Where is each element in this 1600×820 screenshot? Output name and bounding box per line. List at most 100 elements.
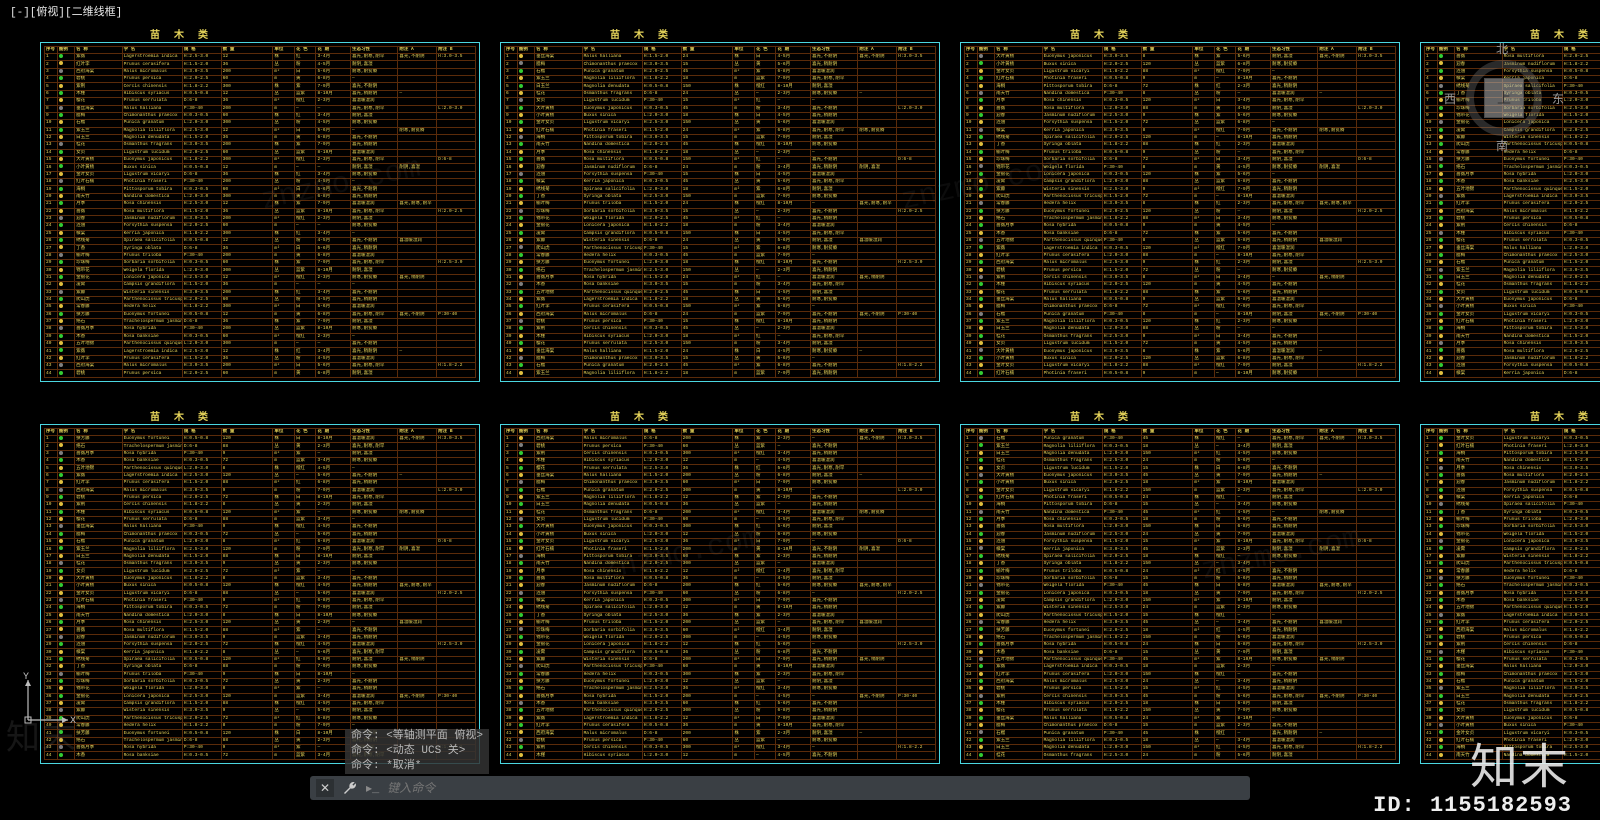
- table-cell: 橙红: [294, 333, 316, 340]
- table-cell: 喜光,耐寒,耐旱: [350, 311, 397, 318]
- table-cell: 32: [965, 282, 978, 289]
- legend-dot-icon: [979, 436, 983, 440]
- viewport-label: [-][俯视][二维线框]: [10, 3, 122, 19]
- table-cell: 女贞: [535, 98, 582, 105]
- legend-dot-icon: [519, 576, 523, 580]
- table-cell: L:2.0-3.0: [1562, 171, 1600, 178]
- table-cell: Rosa multiflora: [582, 157, 642, 164]
- table-cell: 300: [221, 83, 273, 90]
- table-cell: 喜光,耐寒,耐旱: [1270, 252, 1317, 259]
- table-cell: 碧桃: [1455, 215, 1502, 222]
- table-cell: 耐阴,喜湿: [1270, 649, 1317, 656]
- table-cell: 120: [1141, 355, 1193, 362]
- table-cell: 1: [505, 436, 518, 443]
- table-cell: 绣线菊: [75, 656, 122, 663]
- table-cell: 桂花: [1455, 282, 1502, 289]
- table-cell: [517, 649, 534, 656]
- table-cell: 株: [733, 230, 755, 237]
- table-cell: H:0.3-0.5: [642, 597, 681, 604]
- table-cell: Weigela florida: [582, 634, 642, 641]
- table-cell: L:2.0-3.0: [1562, 245, 1600, 252]
- table-cell: L:2.0-3.0: [1357, 487, 1396, 494]
- table-cell: 15: [681, 134, 733, 141]
- table-cell: Kerria japonica: [582, 179, 642, 186]
- table-cell: D:6-8: [642, 436, 681, 443]
- table-row: 44棣棠Kerria japonicaD:6-8300m粉2-3月喜温暖湿润: [1425, 370, 1600, 378]
- table-cell: 300: [221, 230, 273, 237]
- plant-table: 序号图例名 称学 名规 格数 量单位花 色花 期生态习性附注 A附注 B1扶芳藤…: [44, 428, 476, 760]
- table-cell: 棣棠: [995, 546, 1042, 553]
- table-cell: [897, 671, 936, 678]
- legend-dot-icon: [1439, 179, 1443, 183]
- table-cell: 25: [505, 230, 518, 237]
- table-cell: 6-8月: [776, 649, 810, 656]
- table-cell: Magnolia liliiflora: [582, 76, 642, 83]
- legend-dot-icon: [519, 312, 523, 316]
- legend-dot-icon: [1439, 238, 1443, 242]
- table-cell: 88: [1141, 252, 1193, 259]
- table-cell: 2-3月: [316, 561, 350, 568]
- table-cell: m: [273, 105, 295, 112]
- legend-dot-icon: [59, 598, 63, 602]
- table-cell: [858, 179, 897, 186]
- table-cell: [1357, 450, 1396, 457]
- table-cell: 38: [45, 326, 58, 333]
- table-row: 20丁香Syringa oblataH:2.5-3.0150m蓝紫7-9月耐寒,…: [505, 193, 936, 200]
- legend-dot-icon: [59, 334, 63, 338]
- legend-dot-icon: [59, 98, 63, 102]
- plant-table: 序号图例名 称学 名规 格数 量单位花 色花 期生态习性附注 A附注 B1垂丝海…: [504, 46, 936, 378]
- table-cell: [57, 76, 74, 83]
- table-cell: 白玉兰: [535, 502, 582, 509]
- table-header: 附注 B: [897, 429, 936, 436]
- table-cell: m²: [1193, 509, 1215, 516]
- table-cell: 橙红: [294, 157, 316, 164]
- table-row: 25木槿Hibiscus syriacusP:30-4012株橙红6-8月耐阴,…: [1425, 230, 1600, 237]
- table-cell: [517, 127, 534, 134]
- table-cell: 株: [1193, 642, 1215, 649]
- table-cell: [858, 134, 897, 141]
- table-cell: [517, 737, 534, 744]
- table-cell: [1357, 61, 1396, 68]
- legend-dot-icon: [979, 84, 983, 88]
- table-cell: 株: [733, 730, 755, 737]
- table-cell: H:3.0-3.5: [182, 561, 221, 568]
- table-cell: 3-4月: [776, 450, 810, 457]
- table-header: 名 称: [75, 429, 122, 436]
- table-cell: 2: [965, 61, 978, 68]
- table-cell: 株: [273, 465, 295, 472]
- table-cell: 18: [1425, 179, 1438, 186]
- table-row: 21常春藤Hedera helixH:3.0-3.58株红2-3月喜光,耐寒,耐…: [965, 201, 1396, 208]
- table-cell: 8: [1141, 348, 1193, 355]
- table-cell: [1318, 664, 1357, 671]
- table-cell: 棣棠: [75, 649, 122, 656]
- table-cell: [398, 98, 437, 105]
- table-cell: 蔷薇: [535, 157, 582, 164]
- table-header: 附注 B: [437, 47, 476, 54]
- table-cell: 5: [505, 83, 518, 90]
- legend-dot-icon: [519, 275, 523, 279]
- table-cell: [1357, 348, 1396, 355]
- table-row: 34大叶黄杨Euonymus japonicusD:6-8300丛—7-9月—: [1425, 296, 1600, 303]
- table-cell: 60: [681, 627, 733, 634]
- table-cell: —: [398, 472, 437, 479]
- table-cell: [858, 68, 897, 75]
- table-cell: 耐阴,喜湿: [350, 61, 397, 68]
- table-row: 18凌霄Campsis grandifloraL:2.0-3.088丛蓝紫6-8…: [965, 179, 1396, 186]
- table-cell: 丛: [273, 472, 295, 479]
- table-cell: 120: [221, 656, 273, 663]
- model-space[interactable]: 苗 木 类序号图例名 称学 名规 格数 量单位花 色花 期生态习性附注 A附注 …: [0, 18, 1600, 778]
- table-cell: 7-9月: [1236, 363, 1270, 370]
- table-cell: 5-6月: [776, 524, 810, 531]
- table-cell: 38: [965, 326, 978, 333]
- table-cell: [57, 164, 74, 171]
- table-cell: 24: [1141, 642, 1193, 649]
- table-cell: Jasminum nudiflorum: [1502, 355, 1562, 362]
- table-cell: 4: [965, 76, 978, 83]
- table-cell: [437, 282, 476, 289]
- table-cell: 喜光,不耐阴: [1318, 693, 1357, 700]
- table-cell: 2-3月: [1236, 605, 1270, 612]
- table-cell: 45: [681, 68, 733, 75]
- table-cell: 喜光,不耐阴: [858, 54, 897, 61]
- legend-dot-icon: [519, 730, 523, 734]
- table-cell: L:2.0-3.0: [437, 105, 476, 112]
